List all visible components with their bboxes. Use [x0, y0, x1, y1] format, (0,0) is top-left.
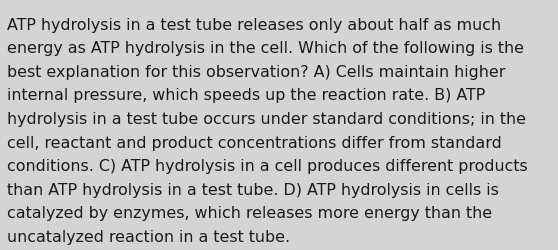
Text: catalyzed by enzymes, which releases more energy than the: catalyzed by enzymes, which releases mor… [7, 206, 492, 220]
Text: cell, reactant and product concentrations differ from standard: cell, reactant and product concentration… [7, 135, 502, 150]
Text: best explanation for this observation? A) Cells maintain higher: best explanation for this observation? A… [7, 64, 505, 80]
Text: uncatalyzed reaction in a test tube.: uncatalyzed reaction in a test tube. [7, 229, 290, 244]
Text: energy as ATP hydrolysis in the cell. Which of the following is the: energy as ATP hydrolysis in the cell. Wh… [7, 41, 524, 56]
Text: conditions. C) ATP hydrolysis in a cell produces different products: conditions. C) ATP hydrolysis in a cell … [7, 158, 527, 174]
Text: hydrolysis in a test tube occurs under standard conditions; in the: hydrolysis in a test tube occurs under s… [7, 112, 526, 126]
Text: ATP hydrolysis in a test tube releases only about half as much: ATP hydrolysis in a test tube releases o… [7, 18, 501, 32]
Text: internal pressure, which speeds up the reaction rate. B) ATP: internal pressure, which speeds up the r… [7, 88, 485, 103]
Text: than ATP hydrolysis in a test tube. D) ATP hydrolysis in cells is: than ATP hydrolysis in a test tube. D) A… [7, 182, 498, 197]
